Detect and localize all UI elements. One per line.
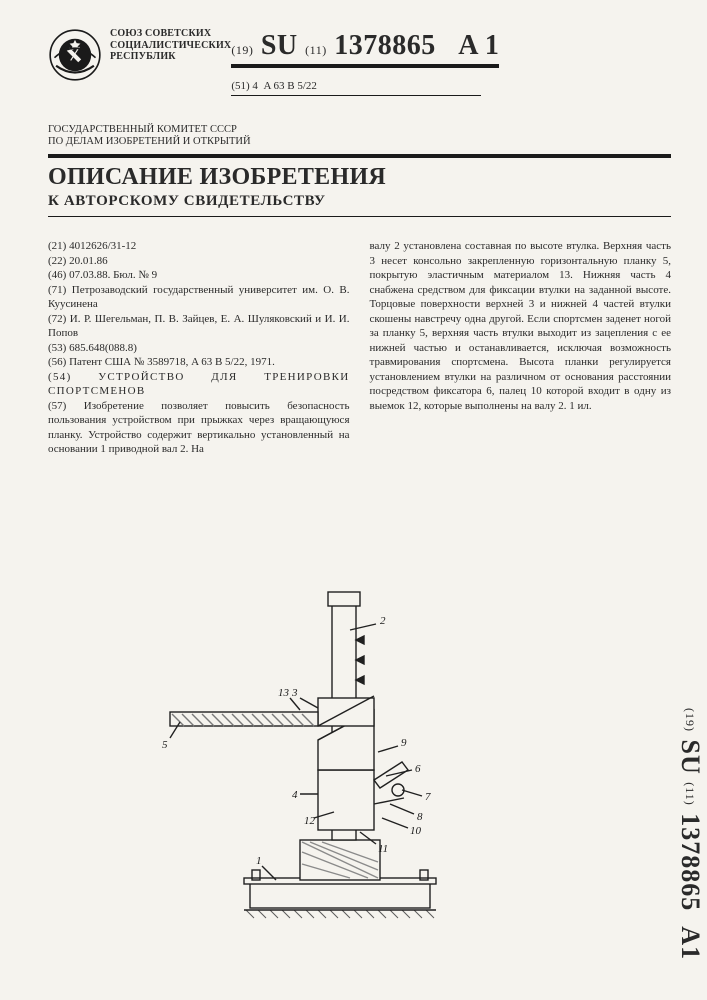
- side-mid: (11): [683, 782, 697, 806]
- fig-label: 4: [292, 789, 298, 801]
- fig-label: 1: [256, 855, 262, 867]
- pub-no: 1378865: [334, 30, 436, 61]
- patent-page: СОЮЗ СОВЕТСКИХ СОЦИАЛИСТИЧЕСКИХ РЕСПУБЛИ…: [0, 0, 707, 1000]
- side-prefix: (19): [683, 708, 697, 732]
- ipc-line: (51) 4 A 63 B 5/22: [231, 80, 481, 96]
- pub-prefix: (19): [231, 43, 253, 57]
- side-no: 1378865: [676, 813, 705, 911]
- fig-label: 10: [410, 825, 422, 837]
- heavy-rule: [48, 154, 671, 158]
- abstract-right: валу 2 установлена составная по высоте в…: [370, 239, 672, 413]
- ussr-emblem-icon: [48, 28, 102, 82]
- field-72: (72) И. Р. Шегельман, П. В. Зайцев, Е. А…: [48, 312, 350, 341]
- fig-label: 3: [291, 687, 298, 699]
- ipc-prefix: (51) 4: [231, 80, 258, 92]
- pub-kind: A 1: [458, 30, 499, 61]
- ipc-code: A 63 B 5/22: [263, 80, 316, 92]
- fig-label: 12: [304, 815, 316, 827]
- authority-line: ГОСУДАРСТВЕННЫЙ КОМИТЕТ СССР: [48, 124, 671, 136]
- side-cc: SU: [676, 739, 705, 774]
- pub-mid: (11): [305, 43, 327, 57]
- side-kind: A1: [676, 926, 705, 960]
- fig-label: 13: [278, 687, 290, 699]
- field-71: (71) Петрозаводский государственный унив…: [48, 283, 350, 312]
- field-46: (46) 07.03.88. Бюл. № 9: [48, 268, 350, 283]
- right-column: валу 2 установлена составная по высоте в…: [370, 239, 672, 457]
- abstract-left: (57) Изобретение позволяет повысить безо…: [48, 399, 350, 457]
- pub-cc: SU: [261, 30, 298, 61]
- side-publication-number: (19) SU (11) 1378865 A1: [675, 708, 705, 960]
- publication-number: (19) SU (11) 1378865 A 1: [231, 30, 499, 68]
- document-title: ОПИСАНИЕ ИЗОБРЕТЕНИЯ: [48, 164, 671, 191]
- fig-label: 2: [380, 615, 386, 627]
- fig-label: 6: [415, 763, 421, 775]
- field-53: (53) 685.648(088.8): [48, 341, 350, 356]
- publication-number-block: (19) SU (11) 1378865 A 1 (51) 4 A 63 B 5…: [231, 28, 671, 96]
- mechanical-figure: 1 2 3 4 5 6 7 8 9 10 11 12 13: [150, 580, 510, 930]
- issuer-line: СОЦИАЛИСТИЧЕСКИХ: [110, 40, 231, 52]
- fig-label: 9: [401, 737, 407, 749]
- field-21: (21) 4012626/31-12: [48, 239, 350, 254]
- fig-label: 7: [425, 791, 431, 803]
- authority-text: ГОСУДАРСТВЕННЫЙ КОМИТЕТ СССР ПО ДЕЛАМ ИЗ…: [48, 124, 671, 148]
- biblio-columns: (21) 4012626/31-12 (22) 20.01.86 (46) 07…: [48, 239, 671, 457]
- document-subtitle: К АВТОРСКОМУ СВИДЕТЕЛЬСТВУ: [48, 193, 671, 210]
- issuer-line: СОЮЗ СОВЕТСКИХ: [110, 28, 231, 40]
- field-22: (22) 20.01.86: [48, 254, 350, 269]
- emblem-column: [48, 28, 102, 87]
- field-54-title: (54) УСТРОЙСТВО ДЛЯ ТРЕНИРОВКИ СПОРТСМЕН…: [48, 370, 350, 399]
- fig-label: 8: [417, 811, 423, 823]
- authority-line: ПО ДЕЛАМ ИЗОБРЕТЕНИЙ И ОТКРЫТИЙ: [48, 136, 671, 148]
- left-column: (21) 4012626/31-12 (22) 20.01.86 (46) 07…: [48, 239, 350, 457]
- fig-label: 5: [162, 739, 168, 751]
- issuer-text: СОЮЗ СОВЕТСКИХ СОЦИАЛИСТИЧЕСКИХ РЕСПУБЛИ…: [102, 28, 231, 63]
- rule: [48, 216, 671, 217]
- header-row: СОЮЗ СОВЕТСКИХ СОЦИАЛИСТИЧЕСКИХ РЕСПУБЛИ…: [48, 28, 671, 96]
- issuer-line: РЕСПУБЛИК: [110, 51, 231, 63]
- fig-label: 11: [378, 843, 388, 855]
- field-56: (56) Патент США № 3589718, A 63 B 5/22, …: [48, 355, 350, 370]
